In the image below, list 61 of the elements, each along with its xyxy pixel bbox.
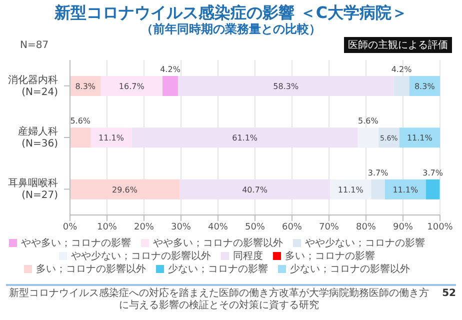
data-label: 8.3%: [75, 82, 96, 91]
data-label: 3.7%: [368, 168, 389, 178]
data-label: 8.3%: [414, 82, 436, 91]
data-label: 11.1%: [392, 185, 419, 194]
x-tick-label: 10%: [96, 222, 118, 232]
data-label: 11.1%: [406, 134, 433, 143]
bar: [394, 76, 410, 96]
x-tick-label: 100%: [427, 222, 454, 232]
legend-label: 少ない；コロナの影響以外: [290, 264, 410, 275]
text: 医師の主観による評価: [344, 37, 452, 53]
data-label: 58.3%: [273, 82, 299, 91]
x-tick-label: 70%: [318, 222, 340, 232]
bar: [70, 179, 180, 200]
legend-label: 同程度: [233, 251, 263, 262]
x-tick-label: 20%: [134, 222, 154, 232]
x-tick-label: 80%: [356, 222, 376, 232]
text: N=87: [20, 40, 49, 51]
data-label: 3.7%: [422, 168, 444, 178]
chart-subtitle: （前年同時期の業務量との比較）: [140, 22, 322, 37]
bar: [162, 76, 178, 96]
data-label: 16.7%: [118, 82, 145, 91]
text: 新型コロナウイルス感染症への対応を踏まえた医師の働き方改革が大学病院勤務医師の働き方に与える影響の検証とその対策に資する研究: [8, 288, 430, 312]
bar: [90, 128, 132, 148]
legend-label: やや多い；コロナの影響以外: [153, 238, 283, 249]
data-label: 5.6%: [70, 116, 91, 126]
data-label: 29.6%: [112, 185, 138, 194]
bar: [330, 179, 372, 200]
bar: [100, 76, 162, 96]
data-label: 40.7%: [242, 185, 268, 194]
data-label: 5.6%: [358, 116, 379, 126]
legend-label: 多い；コロナの影響以外: [36, 264, 146, 275]
bar: [132, 128, 358, 148]
bar: [384, 179, 426, 200]
x-tick-label: 30%: [170, 222, 192, 232]
chart-title: 新型コロナウイルス感染症の影響 ＜C大学病院＞: [53, 3, 409, 22]
text: 52: [441, 288, 456, 301]
bar: [178, 76, 394, 96]
x-tick-label: 50%: [244, 222, 266, 232]
legend-label: やや少ない；コロナの影響: [305, 238, 425, 249]
data-label: 4.2%: [160, 65, 181, 74]
bar: [70, 128, 91, 148]
bar: [426, 179, 440, 200]
legend-label: 少ない；コロナの影響: [168, 264, 268, 275]
bar: [399, 128, 440, 148]
bar: [371, 179, 385, 200]
legend-label: やや少ない；コロナの影響以外: [71, 251, 211, 262]
legend-label: やや多い；コロナの影響: [21, 238, 131, 249]
y-tick-label: 耳鼻咽喉科 (N=27): [8, 177, 58, 202]
y-tick-label: 消化器内科 (N=24): [8, 74, 58, 98]
data-label: 61.1%: [232, 134, 258, 143]
x-tick-label: 0%: [62, 222, 78, 232]
y-tick-label: 産婦人科 (N=36): [18, 126, 58, 150]
data-label: 11.1%: [338, 185, 364, 194]
bar: [358, 128, 379, 148]
data-label: 11.1%: [98, 134, 124, 143]
legend-label: 多い；コロナの影響: [285, 251, 375, 262]
x-tick-label: 60%: [282, 222, 302, 232]
x-tick-label: 40%: [208, 222, 228, 232]
bar: [180, 179, 330, 200]
data-label: 4.2%: [391, 65, 412, 74]
x-tick-label: 90%: [392, 222, 414, 232]
